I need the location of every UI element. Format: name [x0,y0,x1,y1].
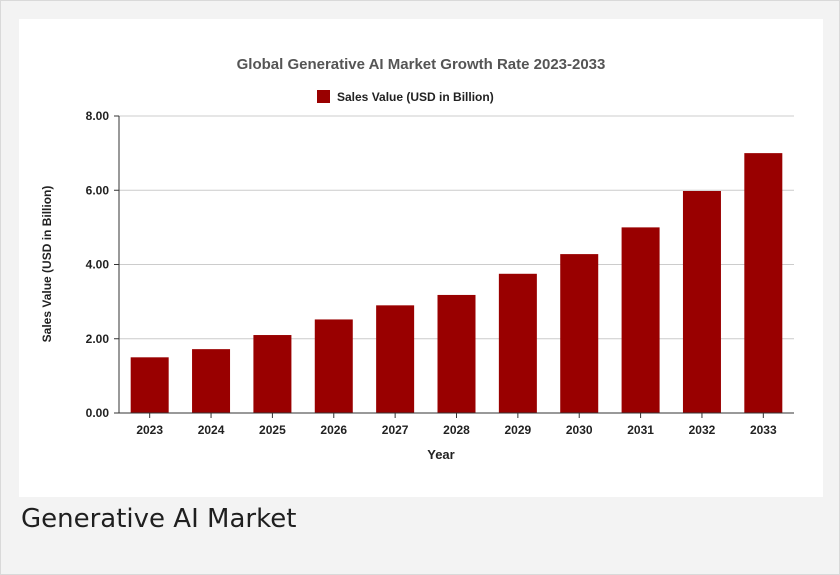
y-tick-label: 8.00 [86,109,110,123]
legend-swatch [317,90,330,103]
y-axis-ticks: 0.00 2.00 4.00 6.00 8.00 [86,109,119,420]
x-tick-label: 2033 [750,423,777,437]
x-tick-label: 2030 [566,423,593,437]
y-axis-label: Sales Value (USD in Billion) [40,186,54,343]
bar-2025 [253,335,292,413]
figure-caption: Generative AI Market [21,504,297,534]
bar-2032 [682,190,721,413]
x-tick-label: 2025 [259,423,286,437]
x-axis-ticks: 2023 2024 2025 2026 2027 2028 2029 2030 2031 2032… [136,413,777,437]
bar-2023 [130,357,169,413]
bar-2031 [621,227,660,413]
x-tick-label: 2023 [136,423,163,437]
legend: Sales Value (USD in Billion) [317,90,494,104]
bar-2030 [560,254,599,413]
legend-label: Sales Value (USD in Billion) [337,90,494,104]
x-tick-label: 2032 [689,423,716,437]
y-tick-label: 2.00 [86,332,110,346]
bar-2026 [314,319,353,413]
x-tick-label: 2024 [198,423,225,437]
x-axis-label: Year [427,447,454,462]
bars [130,153,783,413]
y-tick-label: 0.00 [86,406,110,420]
y-tick-label: 6.00 [86,183,110,197]
bar-2027 [376,305,415,413]
bar-2029 [498,273,537,413]
chart-card: Global Generative AI Market Growth Rate … [19,19,823,497]
x-tick-label: 2028 [443,423,470,437]
bar-2033 [744,153,783,413]
x-tick-label: 2029 [505,423,532,437]
bar-2024 [192,349,231,413]
x-tick-label: 2027 [382,423,409,437]
x-tick-label: 2026 [320,423,347,437]
y-tick-label: 4.00 [86,258,110,272]
x-tick-label: 2031 [627,423,654,437]
chart-title: Global Generative AI Market Growth Rate … [237,56,606,73]
bar-chart: Global Generative AI Market Growth Rate … [40,56,794,462]
bar-2028 [437,294,476,413]
